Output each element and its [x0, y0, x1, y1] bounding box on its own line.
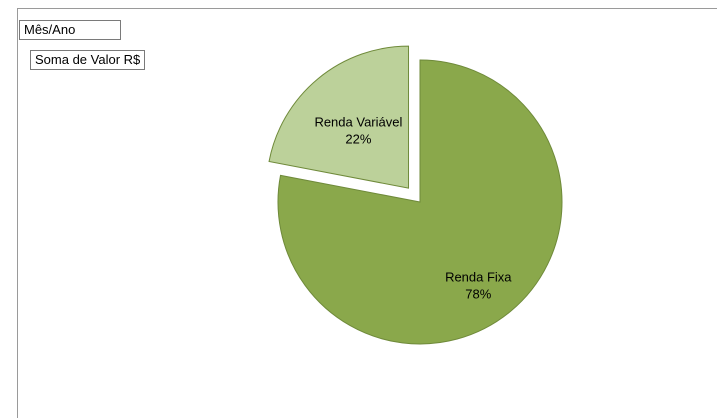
chart-area [17, 8, 717, 418]
slice-percent-label: 22% [345, 131, 371, 146]
pie-slice-renda-vari-vel [268, 45, 410, 189]
sum-value-field-button[interactable]: Soma de Valor R$ [30, 50, 146, 70]
slice-name-label: Renda Variável [314, 114, 402, 129]
slice-percent-label: 78% [465, 287, 491, 302]
pie-labels: Renda Fixa 78% Renda Variável 22% [314, 114, 512, 301]
pie-slices [268, 45, 563, 345]
slice-name-label: Renda Fixa [445, 270, 512, 285]
pie-slice-renda-fixa [277, 59, 563, 345]
month-year-field-button[interactable]: Mês/Ano [19, 20, 121, 40]
